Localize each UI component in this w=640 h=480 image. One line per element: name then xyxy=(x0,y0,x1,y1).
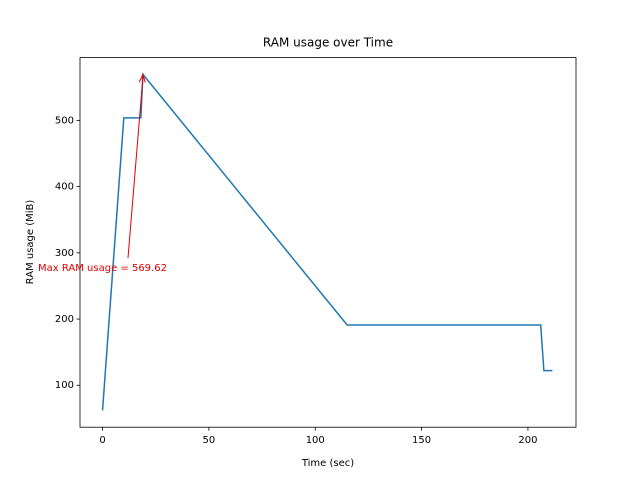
annotation-text: Max RAM usage = 569.62 xyxy=(38,263,167,274)
y-tick-label: 100 xyxy=(55,380,74,391)
y-tick-label: 200 xyxy=(55,314,74,325)
y-tick-label: 400 xyxy=(55,182,74,193)
chart-title: RAM usage over Time xyxy=(263,36,393,50)
plot-frame xyxy=(79,57,577,428)
x-tick-label: 50 xyxy=(203,435,216,446)
annotation-arrowhead xyxy=(138,72,146,83)
y-tick-label: 300 xyxy=(55,248,74,259)
annotation-arrow xyxy=(127,76,144,259)
x-tick-label: 0 xyxy=(99,435,105,446)
x-axis-label: Time (sec) xyxy=(301,458,354,469)
x-tick-label: 100 xyxy=(306,435,325,446)
data-line xyxy=(101,72,553,411)
x-tick-label: 150 xyxy=(412,435,431,446)
y-axis-label: RAM usage (MiB) xyxy=(25,200,36,285)
y-tick-label: 500 xyxy=(55,115,74,126)
x-tick-label: 200 xyxy=(518,435,537,446)
